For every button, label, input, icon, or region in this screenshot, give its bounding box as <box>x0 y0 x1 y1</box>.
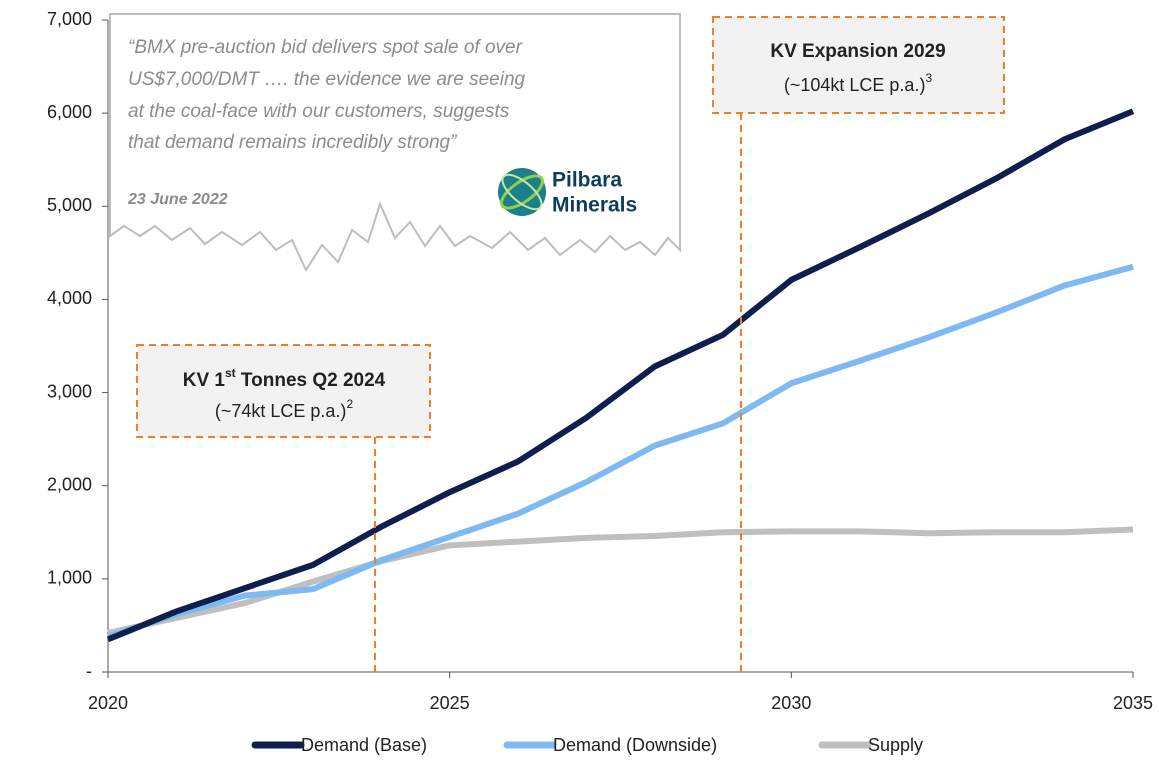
y-tick-label: 4,000 <box>47 288 92 308</box>
axes: - 1,000 2,000 3,000 4,000 5,000 6,000 7,000 2020… <box>47 9 1153 713</box>
x-tick-label: 2025 <box>430 693 470 713</box>
annotation-box <box>136 344 431 438</box>
series-line <box>106 108 1135 643</box>
superscript: 3 <box>925 71 932 85</box>
annotation-detail: (~74kt LCE p.a.)2 <box>215 397 354 421</box>
quote-box: “BMX pre-auction bid delivers spot sale … <box>109 13 681 273</box>
x-tick-label: 2020 <box>88 693 128 713</box>
legend-label: Demand (Base) <box>301 735 427 755</box>
legend-label: Demand (Downside) <box>553 735 717 755</box>
superscript: 2 <box>346 397 353 411</box>
annotation-first-tonnes: KV 1st Tonnes Q2 2024 (~74kt LCE p.a.)2 <box>136 344 431 672</box>
annotation-title: KV Expansion 2029 <box>770 41 945 62</box>
text: (~104kt LCE p.a.) <box>784 75 926 95</box>
quote-line: that demand remains incredibly strong” <box>128 132 458 153</box>
legend-label: Supply <box>868 735 923 755</box>
legend: Demand (Base) Demand (Downside) Supply <box>251 735 923 755</box>
annotation-title: KV 1st Tonnes Q2 2024 <box>183 366 386 391</box>
logo-text: Minerals <box>552 194 637 217</box>
y-tick-label: 6,000 <box>47 102 92 122</box>
lines <box>106 108 1135 643</box>
logo-icon <box>498 168 546 216</box>
quote-date: 23 June 2022 <box>127 191 228 208</box>
annotation-box <box>712 16 1005 114</box>
quote-line: “BMX pre-auction bid delivers spot sale … <box>128 37 523 58</box>
superscript: st <box>225 366 236 380</box>
y-tick-label: 1,000 <box>47 568 92 588</box>
x-tick-label: 2035 <box>1113 693 1153 713</box>
y-tick-label: 3,000 <box>47 381 92 401</box>
y-tick-label: 7,000 <box>47 9 92 29</box>
logo-text: Pilbara <box>552 169 622 192</box>
text: KV 1 <box>183 370 226 391</box>
quote-line: US$7,000/DMT …. the evidence we are seei… <box>128 69 526 90</box>
annotation-detail: (~104kt LCE p.a.)3 <box>784 71 933 95</box>
text: Tonnes Q2 2024 <box>236 370 386 391</box>
x-tick-label: 2030 <box>771 693 811 713</box>
series-line <box>107 263 1134 640</box>
text: (~74kt LCE p.a.) <box>215 401 347 421</box>
quote-line: at the coal-face with our customers, sug… <box>128 101 510 122</box>
y-tick-label: 2,000 <box>47 474 92 494</box>
y-tick-label: 5,000 <box>47 195 92 215</box>
annotation-expansion: KV Expansion 2029 (~104kt LCE p.a.)3 <box>712 16 1005 672</box>
y-tick-label: - <box>86 661 92 681</box>
